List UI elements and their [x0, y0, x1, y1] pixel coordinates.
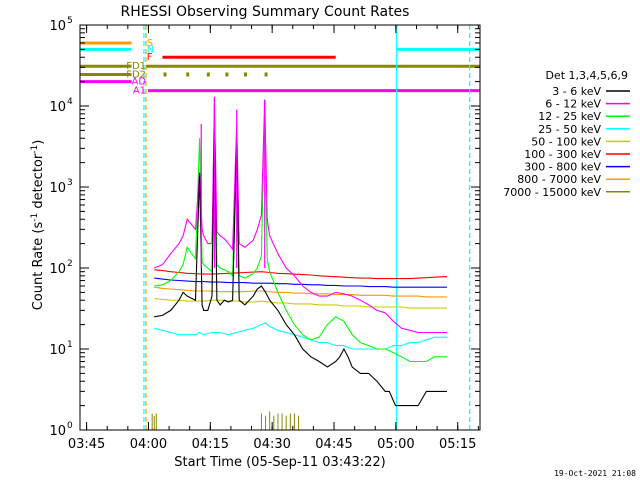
y-tick-label-4: 10	[49, 100, 66, 115]
x-axis-label: Start Time (05-Sep-11 03:43:22)	[174, 455, 385, 470]
y-tick-label-5: 10	[49, 19, 66, 34]
legend-label-2: 12 - 25 keV	[538, 110, 601, 123]
y-tick-exponent-0: 0	[67, 421, 73, 431]
y-tick-exponent-1: 1	[67, 340, 73, 350]
x-tick-label-6: 05:15	[439, 437, 476, 452]
y-tick-label-3: 10	[49, 181, 66, 196]
flag-label-ad: AD	[131, 77, 146, 88]
y-axis-label: Count Rate (s-1 detector-1)	[30, 140, 46, 311]
flag-label-f: F	[147, 52, 153, 63]
y-tick-label-1: 10	[49, 343, 66, 358]
chart-title: RHESSI Observing Summary Count Rates	[121, 4, 410, 20]
legend-label-8: 7000 - 15000 keV	[503, 186, 601, 199]
x-tick-label-4: 04:45	[315, 437, 352, 452]
footer-date: 19-Oct-2021 21:08	[554, 469, 636, 478]
legend-label-3: 25 - 50 keV	[538, 123, 601, 136]
series-line-50-100kev	[154, 297, 447, 309]
legend-label-7: 800 - 7000 keV	[517, 173, 601, 186]
series-line-800-7000kev	[154, 286, 447, 298]
flag-label-fd1: FD1	[126, 61, 146, 72]
legend-title: Det 1,3,4,5,6,9	[545, 69, 628, 82]
flag-label-s: S	[147, 38, 153, 49]
fd2-tick-5	[264, 72, 268, 77]
series-layer	[151, 96, 447, 430]
mode-lines-layer	[143, 25, 471, 430]
series-line-100-300kev	[154, 269, 447, 280]
fd2-tick-0	[163, 72, 167, 77]
x-tick-label-5: 05:00	[377, 437, 414, 452]
x-tick-label-3: 04:30	[253, 437, 290, 452]
fd2-tick-1	[186, 72, 190, 77]
fd2-tick-4	[243, 72, 247, 77]
fd2-tick-2	[206, 72, 210, 77]
flag-label-fd2: FD2	[126, 69, 146, 80]
x-tick-label-0: 03:45	[68, 437, 105, 452]
y-tick-exponent-3: 3	[67, 178, 73, 188]
legend-label-4: 50 - 100 keV	[531, 135, 601, 148]
legend-label-0: 3 - 6 keV	[552, 85, 601, 98]
flag-label-n: N	[147, 44, 154, 55]
x-tick-label-1: 04:00	[130, 437, 167, 452]
y-tick-exponent-4: 4	[67, 97, 73, 107]
legend-label-1: 6 - 12 keV	[545, 98, 601, 111]
y-tick-label-0: 10	[49, 424, 66, 439]
flag-bars-layer	[80, 41, 480, 93]
x-tick-label-2: 04:15	[192, 437, 229, 452]
flag-label-a1: A1	[133, 86, 146, 97]
series-line-3-6kev	[154, 130, 447, 407]
y-tick-exponent-2: 2	[67, 259, 73, 269]
series-line-300-800kev	[154, 277, 447, 288]
fd2-tick-3	[225, 72, 229, 77]
legend-label-5: 100 - 300 keV	[524, 148, 601, 161]
legend-label-6: 300 - 800 keV	[524, 161, 601, 174]
x-axis: 03:45 04:00 04:15 04:30 04:45 05:00 05:15	[68, 25, 479, 452]
y-tick-exponent-5: 5	[67, 16, 73, 26]
plot-frame	[79, 24, 481, 431]
y-tick-label-2: 10	[49, 262, 66, 277]
